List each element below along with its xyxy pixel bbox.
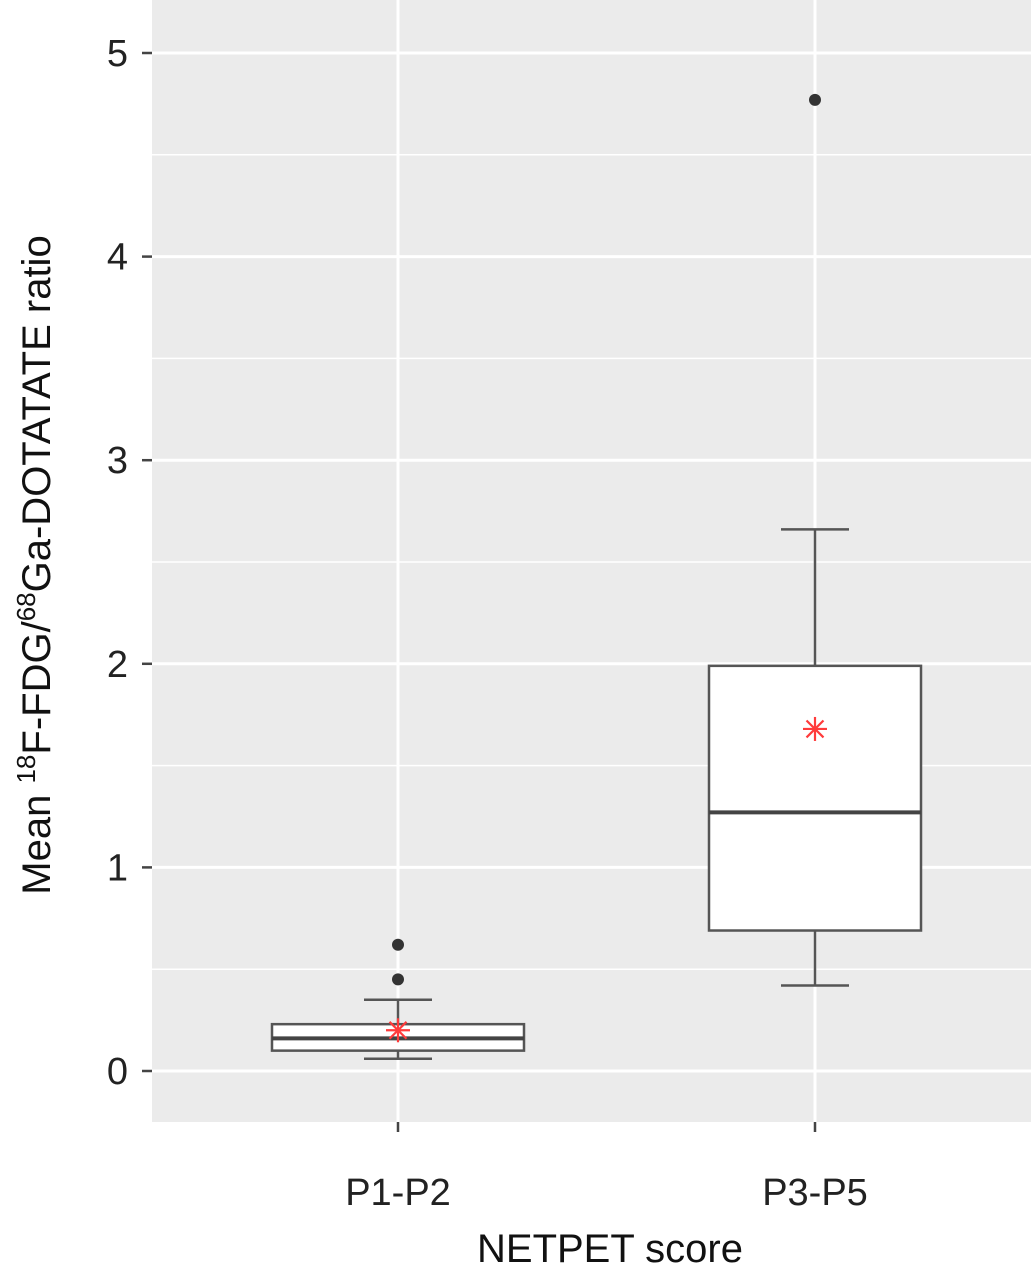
y-tick-label: 1 xyxy=(107,847,128,889)
x-tick-label: P3-P5 xyxy=(762,1172,868,1214)
box-P3-P5 xyxy=(707,93,923,987)
mean-marker-stroke xyxy=(388,1021,408,1040)
y-axis-title-sup2: 68 xyxy=(11,592,41,621)
outlier-point xyxy=(392,938,404,951)
iqr-box xyxy=(707,664,923,932)
outlier-point xyxy=(392,973,404,986)
y-tick-label: 3 xyxy=(107,440,128,482)
y-tick-label: 0 xyxy=(107,1051,128,1093)
box-P1-P2 xyxy=(270,938,526,1061)
y-tick-label: 2 xyxy=(107,644,128,686)
box-plots xyxy=(270,93,923,1061)
outlier-point xyxy=(809,93,821,106)
plot-panel xyxy=(152,0,1031,1122)
y-axis-ticks: 0 1 2 3 4 5 xyxy=(107,33,152,1093)
y-axis-title: Mean 18F-FDG/68Ga-DOTATATE ratio xyxy=(11,235,59,894)
mean-marker-stroke xyxy=(805,719,825,739)
mean-marker xyxy=(803,716,827,741)
y-tick-label: 4 xyxy=(107,237,128,279)
x-axis-ticks: P1-P2 P3-P5 xyxy=(345,1122,868,1214)
y-axis-title-mid: F-FDG/ xyxy=(15,620,59,754)
y-axis-title-sup1: 18 xyxy=(11,755,41,784)
mean-marker xyxy=(386,1018,410,1043)
x-tick-label: P1-P2 xyxy=(345,1172,451,1214)
y-axis-title-suffix: Ga-DOTATATE ratio xyxy=(15,235,59,592)
x-axis-title: NETPET score xyxy=(477,1227,743,1271)
y-tick-label: 5 xyxy=(107,33,128,75)
y-axis-title-prefix: Mean xyxy=(15,784,59,895)
